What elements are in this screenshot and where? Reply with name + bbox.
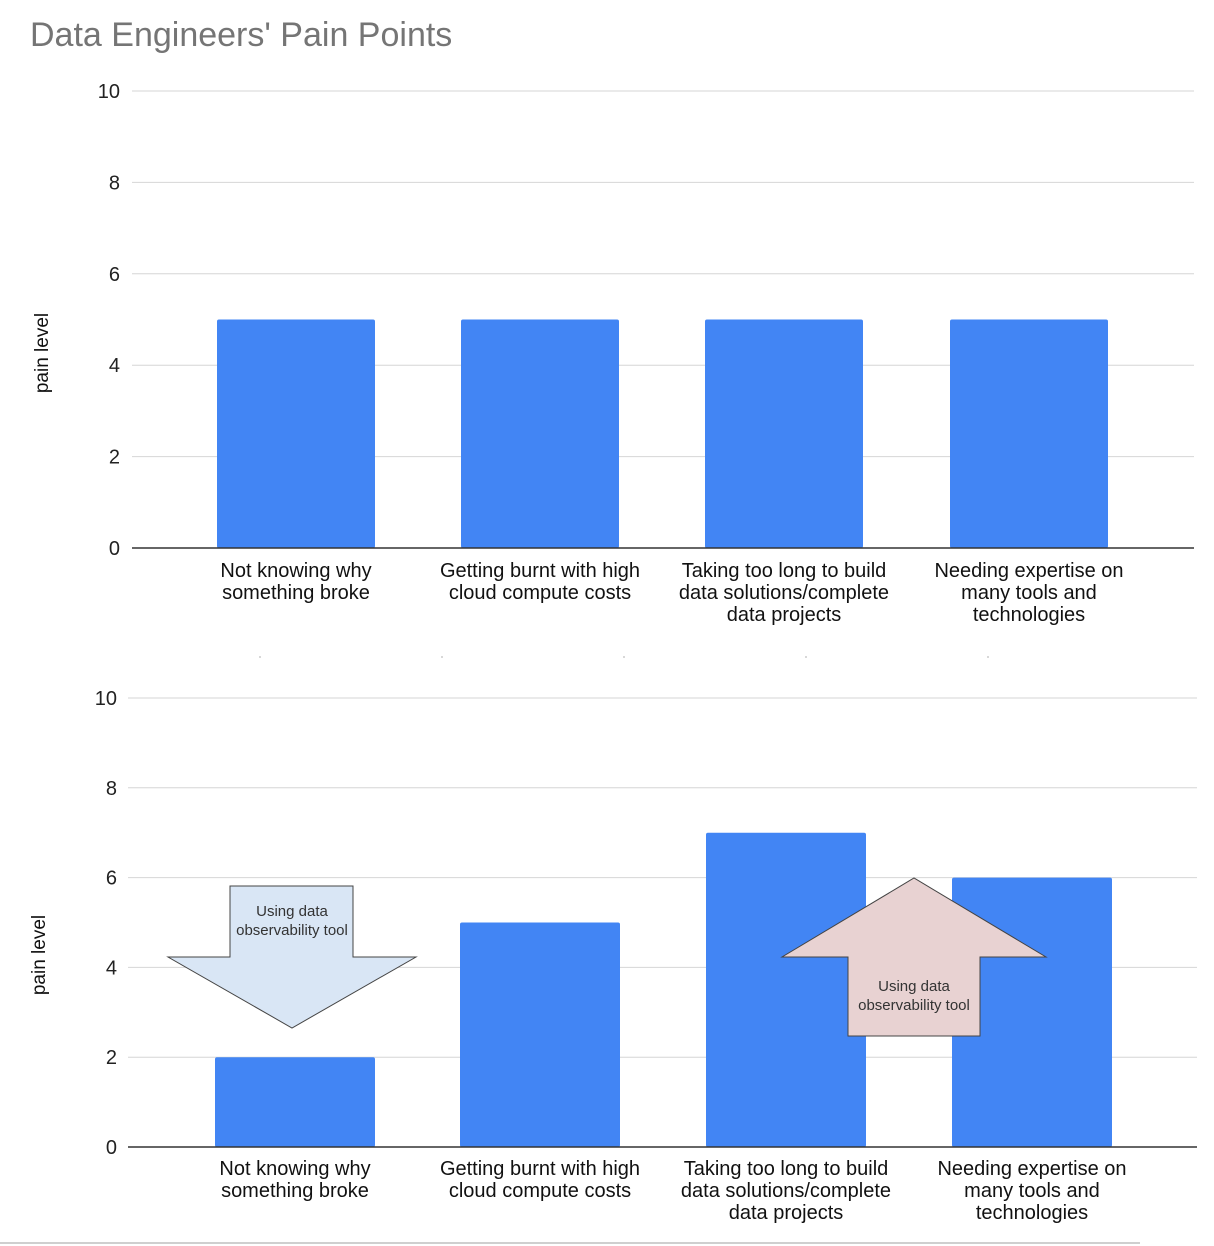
separator-dot bbox=[259, 656, 261, 658]
x-tick-label: Getting burnt with high cloud compute cos… bbox=[440, 560, 640, 604]
y-tick-label: 0 bbox=[106, 1137, 117, 1159]
y-tick-label: 4 bbox=[109, 355, 120, 377]
annotation-text: Using data observability tool bbox=[236, 903, 348, 939]
y-tick-label: 2 bbox=[109, 447, 120, 469]
x-tick-label: Not knowing why something broke bbox=[219, 1158, 370, 1202]
x-tick-label: Not knowing why something broke bbox=[220, 560, 371, 604]
bar bbox=[215, 1057, 375, 1147]
x-tick-label: Getting burnt with high cloud compute cos… bbox=[440, 1158, 640, 1202]
x-tick-label: Needing expertise on many tools and techno… bbox=[934, 560, 1123, 626]
y-tick-label: 4 bbox=[106, 957, 117, 979]
chart-title: Data Engineers' Pain Points bbox=[30, 16, 453, 54]
y-tick-label: 0 bbox=[109, 538, 120, 560]
bar bbox=[461, 319, 619, 548]
y-tick-label: 2 bbox=[106, 1047, 117, 1069]
y-tick-label: 6 bbox=[106, 868, 117, 890]
bar bbox=[706, 832, 866, 1147]
y-tick-label: 10 bbox=[95, 688, 117, 710]
y-tick-label: 8 bbox=[109, 172, 120, 194]
bar bbox=[217, 319, 375, 548]
separator-dot bbox=[441, 656, 443, 658]
annotation-text: Using data observability tool bbox=[858, 978, 970, 1014]
down-arrow-annotation bbox=[166, 885, 418, 1029]
separator-dot bbox=[805, 656, 807, 658]
bar bbox=[950, 319, 1108, 548]
x-tick-label: Taking too long to build data solutions/c… bbox=[681, 1158, 891, 1224]
y-axis-label: pain level bbox=[29, 915, 50, 995]
chart-1: 0 2 4 6 8 10 Not knowing why something broke Get… bbox=[32, 81, 1194, 626]
x-tick-label: Needing expertise on many tools and techno… bbox=[937, 1158, 1126, 1224]
y-tick-label: 8 bbox=[106, 778, 117, 800]
y-tick-label: 10 bbox=[98, 81, 120, 103]
x-tick-label: Taking too long to build data solutions/c… bbox=[679, 560, 889, 626]
up-arrow-annotation bbox=[780, 877, 1048, 1037]
bar bbox=[460, 922, 620, 1147]
separator-dot bbox=[623, 656, 625, 658]
separator-dot bbox=[987, 656, 989, 658]
y-axis-label: pain level bbox=[32, 313, 53, 393]
y-tick-label: 6 bbox=[109, 264, 120, 286]
chart-2: 0 2 4 6 8 10 Not knowing why something broke Get… bbox=[29, 688, 1197, 1224]
bar bbox=[705, 319, 863, 548]
